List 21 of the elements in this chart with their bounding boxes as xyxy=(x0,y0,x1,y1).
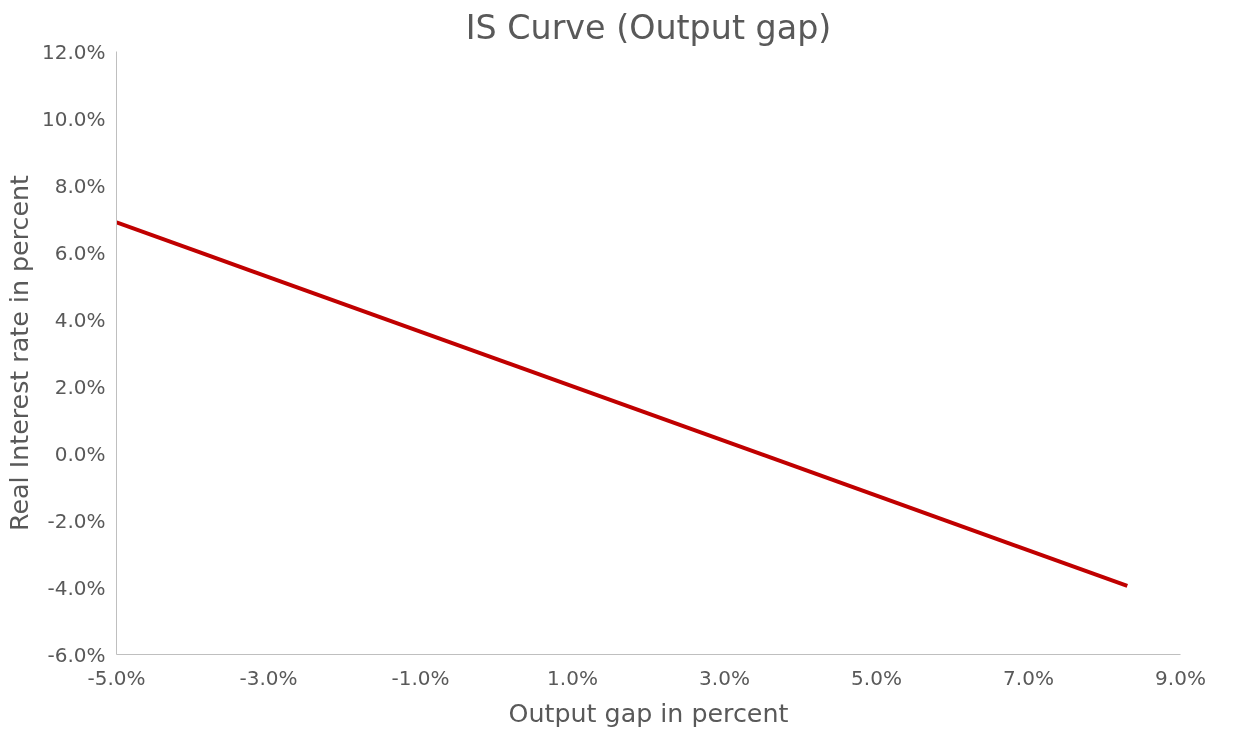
x-tick-label: -5.0% xyxy=(87,665,146,690)
y-tick-label: -2.0% xyxy=(47,508,106,533)
x-tick-label: -3.0% xyxy=(239,665,298,690)
y-tick-label: 2.0% xyxy=(54,374,106,399)
x-tick-label: 9.0% xyxy=(1155,665,1206,690)
y-tick-label: 12.0% xyxy=(41,39,106,64)
x-tick-label: -1.0% xyxy=(391,665,450,690)
x-tick-label: 3.0% xyxy=(699,665,750,690)
y-tick-label: -6.0% xyxy=(47,642,106,667)
y-tick-label: -4.0% xyxy=(47,575,106,600)
y-axis-title: Real Interest rate in percent xyxy=(3,174,34,531)
y-tick-label: 0.0% xyxy=(54,441,106,466)
x-tick-label: 1.0% xyxy=(547,665,598,690)
x-tick-label: 5.0% xyxy=(851,665,902,690)
x-tick-label: 7.0% xyxy=(1003,665,1054,690)
y-tick-label: 8.0% xyxy=(54,173,106,198)
chart-title: IS Curve (Output gap) xyxy=(465,7,832,47)
x-axis-title: Output gap in percent xyxy=(508,697,789,728)
y-tick-label: 4.0% xyxy=(54,307,106,332)
y-tick-label: 10.0% xyxy=(41,106,106,131)
y-tick-label: 6.0% xyxy=(54,240,106,265)
